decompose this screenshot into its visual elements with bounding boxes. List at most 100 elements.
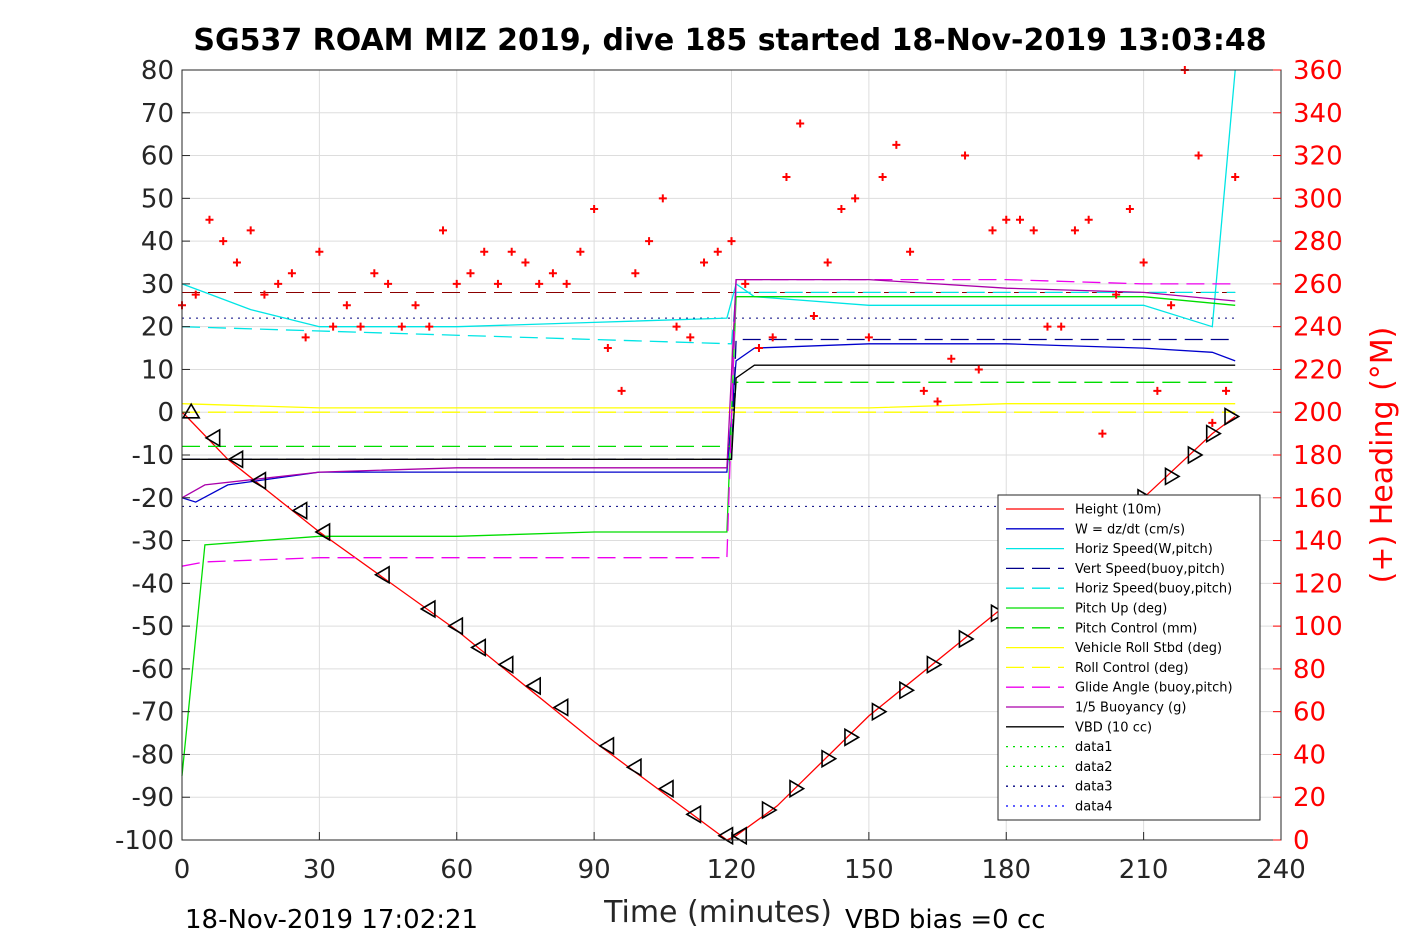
x-tick-label-0: 0 (174, 855, 191, 885)
y-right-tick-label-9: 180 (1293, 441, 1343, 471)
heading-point-12 (342, 301, 351, 310)
y-left-tick-label-15: -70 (132, 698, 174, 728)
x-tick-label-5: 150 (844, 855, 894, 885)
footer-timestamp: 18-Nov-2019 17:02:21 (185, 905, 478, 935)
x-tick-label-3: 90 (578, 855, 611, 885)
y-right-tick-label-7: 220 (1293, 355, 1343, 385)
marker-13 (598, 736, 615, 756)
heading-point-64 (1057, 322, 1066, 331)
y-left-tick-label-14: -60 (132, 655, 174, 685)
heading-point-63 (1043, 322, 1052, 331)
heading-point-42 (754, 344, 763, 353)
chart-title: SG537 ROAM MIZ 2019, dive 185 started 18… (193, 23, 1266, 58)
y-left-tick-label-2: 60 (141, 142, 174, 172)
marker-14 (625, 757, 642, 777)
y-axis-left-ticks: 80 70 60 50 40 30 20 10 0 -10 -20 -30 -40 -50 -60 -70 -8… (115, 56, 190, 856)
heading-series (178, 66, 1240, 438)
y-left-tick-label-0: 80 (141, 56, 174, 86)
x-tick-label-1: 30 (303, 855, 336, 885)
heading-point-49 (851, 194, 860, 203)
legend-label-7: Vehicle Roll Stbd (deg) (1075, 641, 1222, 656)
heading-point-72 (1167, 301, 1176, 310)
heading-point-77 (1231, 172, 1240, 181)
y-right-tick-label-6: 240 (1293, 313, 1343, 343)
series-line-7 (181, 403, 1236, 409)
marker-20 (789, 779, 806, 799)
x-tick-label-8: 240 (1256, 855, 1306, 885)
heading-point-16 (397, 322, 406, 331)
y-left-tick-label-16: -80 (132, 740, 174, 770)
y-right-tick-label-18: 0 (1293, 826, 1310, 856)
heading-point-47 (823, 258, 832, 267)
marker-2 (227, 449, 244, 469)
heading-point-61 (1015, 215, 1024, 224)
legend-label-9: Glide Angle (buoy,pitch) (1075, 681, 1233, 696)
heading-point-67 (1098, 429, 1107, 438)
y-right-tick-label-11: 140 (1293, 527, 1343, 557)
heading-point-41 (741, 279, 750, 288)
marker-22 (844, 727, 861, 747)
footer-vbd-bias: VBD bias =0 cc (845, 905, 1046, 935)
heading-point-23 (493, 279, 502, 288)
y-right-tick-label-14: 80 (1293, 655, 1326, 685)
legend-label-8: Roll Control (deg) (1075, 661, 1189, 676)
heading-point-18 (425, 322, 434, 331)
heading-point-32 (617, 386, 626, 395)
y-left-tick-label-3: 50 (141, 184, 174, 214)
heading-point-48 (837, 205, 846, 214)
y-right-tick-label-13: 100 (1293, 612, 1343, 642)
legend-label-12: data1 (1075, 740, 1113, 755)
triangle-markers (181, 402, 1241, 846)
heading-point-7 (274, 279, 283, 288)
y-right-tick-label-5: 260 (1293, 270, 1343, 300)
y-left-tick-label-8: 0 (157, 398, 174, 428)
marker-26 (958, 629, 975, 649)
legend-label-0: Height (10m) (1075, 503, 1161, 518)
heading-point-20 (452, 279, 461, 288)
legend-label-14: data3 (1075, 780, 1113, 795)
legend-label-11: VBD (10 cc) (1075, 720, 1152, 735)
heading-point-21 (466, 269, 475, 278)
heading-point-2 (205, 215, 214, 224)
y-left-tick-label-1: 70 (141, 99, 174, 129)
y-right-tick-label-1: 340 (1293, 99, 1343, 129)
x-axis-ticks: 0 30 60 90 120 150 180 210 240 (174, 832, 1306, 885)
marker-24 (899, 680, 916, 700)
heading-point-51 (878, 172, 887, 181)
marker-6 (373, 565, 390, 585)
marker-4 (291, 501, 308, 521)
marker-0 (181, 402, 201, 419)
y-left-tick-label-10: -20 (132, 484, 174, 514)
marker-36 (1224, 407, 1241, 426)
heading-point-62 (1029, 226, 1038, 235)
heading-point-65 (1070, 226, 1079, 235)
y-right-tick-label-17: 20 (1293, 783, 1326, 813)
y-left-tick-label-5: 30 (141, 270, 174, 300)
y-right-tick-label-12: 120 (1293, 569, 1343, 599)
x-tick-label-2: 60 (440, 855, 473, 885)
heading-point-33 (631, 269, 640, 278)
heading-point-43 (768, 333, 777, 342)
heading-point-75 (1208, 418, 1217, 427)
y-right-tick-label-0: 360 (1293, 56, 1343, 86)
heading-point-3 (219, 237, 228, 246)
marker-23 (871, 702, 888, 722)
legend-label-4: Horiz Speed(buoy,pitch) (1075, 582, 1232, 597)
heading-point-66 (1084, 215, 1093, 224)
legend-label-6: Pitch Control (mm) (1075, 621, 1197, 636)
heading-point-15 (384, 279, 393, 288)
heading-point-38 (700, 258, 709, 267)
series-line-2 (181, 69, 1236, 328)
x-axis-label: Time (minutes) (603, 895, 832, 930)
heading-point-52 (892, 140, 901, 149)
y-left-tick-label-6: 20 (141, 313, 174, 343)
heading-point-11 (329, 322, 338, 331)
y-right-tick-label-3: 300 (1293, 184, 1343, 214)
y-right-tick-label-10: 160 (1293, 484, 1343, 514)
heading-point-25 (521, 258, 530, 267)
heading-point-13 (356, 322, 365, 331)
heading-point-58 (974, 365, 983, 374)
y-left-tick-label-9: -10 (132, 441, 174, 471)
heading-point-68 (1112, 290, 1121, 299)
